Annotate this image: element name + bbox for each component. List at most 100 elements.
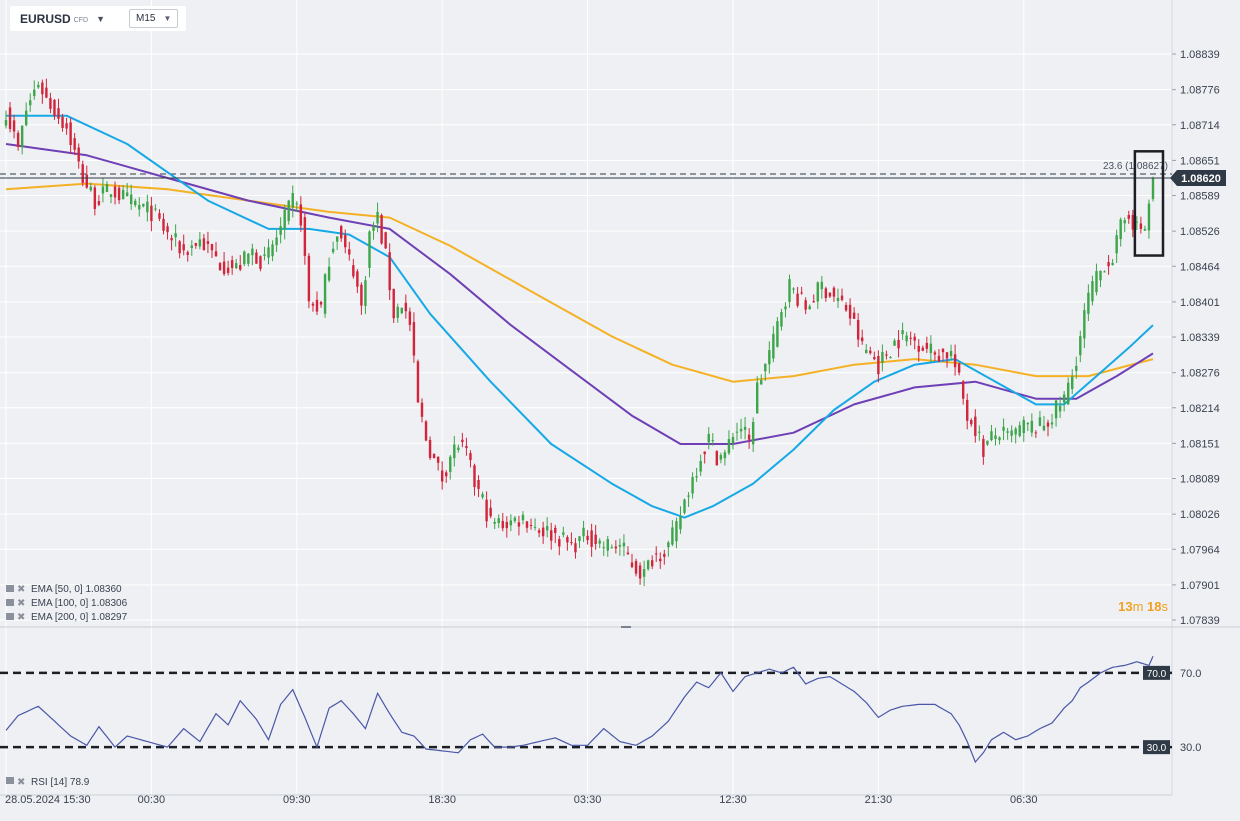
candle-body: [105, 184, 109, 192]
candle-body: [558, 539, 561, 547]
candle-body: [125, 192, 129, 197]
candle-body: [917, 345, 920, 352]
candle-body: [707, 433, 710, 443]
current-price-label: 1.08620: [1181, 173, 1221, 185]
highlight-box: [1133, 150, 1165, 257]
candle-body: [1107, 262, 1110, 267]
candle-body: [865, 349, 868, 354]
candle-body: [1054, 400, 1058, 419]
candle-body: [267, 247, 270, 258]
candle-body: [913, 336, 916, 341]
hamburger-icon: [6, 613, 14, 620]
candle-body: [384, 232, 387, 249]
candle-body: [925, 342, 929, 349]
candle-body: [8, 107, 12, 129]
candle-body: [16, 132, 20, 147]
candle-body: [311, 303, 315, 306]
ema-legend: ✖ EMA [50, 0] 1.08360 ✖ EMA [100, 0] 1.0830…: [6, 584, 128, 623]
candle-body: [949, 350, 953, 357]
candle-body: [957, 363, 961, 373]
candle-body: [174, 233, 177, 238]
candle-body: [202, 238, 206, 250]
candle-body: [824, 288, 828, 299]
candle-body: [497, 518, 500, 524]
highlight-box: [1133, 150, 1165, 257]
rsi-level-badge-label: 70.0: [1147, 669, 1167, 680]
candle-body: [319, 301, 323, 305]
close-icon: ✖: [17, 598, 25, 609]
candle-body: [590, 530, 593, 547]
candle-body: [424, 421, 428, 441]
candle-body: [594, 534, 597, 545]
rsi-level-badge-label: 30.0: [1147, 743, 1167, 754]
candle-body: [291, 193, 294, 208]
candle-body: [655, 553, 658, 555]
candle-body: [154, 208, 157, 210]
candle-body: [364, 280, 367, 306]
time-tick-label: 09:30: [283, 794, 311, 806]
candle-body: [731, 437, 735, 444]
candle-body: [1030, 420, 1034, 433]
candle-body: [614, 546, 618, 549]
price-tick-label: 1.08714: [1180, 120, 1220, 132]
candle-body: [554, 527, 557, 533]
candle-body: [348, 249, 351, 255]
candle-body: [881, 351, 884, 363]
candle-body: [533, 526, 537, 528]
candle-body: [642, 569, 646, 577]
candle-body: [1079, 336, 1082, 356]
symbol-name: EURUSD: [20, 11, 71, 26]
candle-body: [4, 119, 8, 126]
candle-body: [852, 312, 856, 319]
price-tick-label: 1.08214: [1180, 403, 1220, 415]
candle-body: [1066, 382, 1070, 405]
time-tick-label: 06:30: [1010, 794, 1038, 806]
candle-body: [445, 472, 448, 477]
candle-body: [453, 444, 456, 459]
time-tick-label: 12:30: [719, 794, 747, 806]
candle-body: [687, 495, 690, 497]
candle-body: [529, 525, 533, 527]
candle-body: [998, 437, 1001, 441]
candle-body: [747, 434, 751, 440]
ema-lines: [5, 114, 1154, 519]
candle-body: [1095, 271, 1098, 293]
separator-handle[interactable]: [621, 626, 631, 628]
symbol-dropdown-icon[interactable]: ▼: [96, 13, 105, 24]
candle-body: [97, 201, 101, 205]
candle-body: [1099, 270, 1102, 281]
candle-body: [477, 480, 480, 489]
candles: [4, 78, 1155, 587]
timeframe-select[interactable]: M15 ▼: [128, 9, 179, 28]
candle-body: [856, 319, 860, 340]
candle-body: [473, 465, 476, 488]
candle-body: [715, 451, 719, 466]
candle-body: [440, 470, 444, 482]
close-icon: ✖: [17, 584, 25, 595]
candle-body: [513, 517, 517, 521]
candle-body: [20, 125, 24, 148]
candle-body: [812, 301, 815, 303]
candle-body: [885, 354, 888, 356]
candle-body: [352, 265, 355, 277]
countdown-text: 13m 18s: [1118, 599, 1168, 614]
candle-body: [396, 306, 399, 318]
candle-body: [481, 494, 484, 498]
candle-body: [622, 542, 626, 547]
candle-body: [820, 281, 824, 290]
price-tick-label: 1.08276: [1180, 368, 1220, 380]
candle-body: [335, 236, 339, 242]
legend-label: EMA [200, 0] 1.08297: [31, 612, 128, 623]
candle-body: [388, 252, 391, 291]
candle-body: [751, 421, 755, 445]
price-tick-label: 1.08339: [1180, 332, 1220, 344]
candle-body: [695, 476, 698, 478]
candle-body: [768, 350, 771, 365]
symbol-selector[interactable]: EURUSD CFD ▼ M15 ▼: [10, 6, 186, 31]
price-axis: 1.08839 1.08776 1.08714 1.08651 1.08589 1.085…: [1172, 49, 1220, 627]
candle-body: [650, 560, 654, 567]
price-panel-bg: [0, 0, 1172, 627]
candle-body: [739, 428, 743, 432]
